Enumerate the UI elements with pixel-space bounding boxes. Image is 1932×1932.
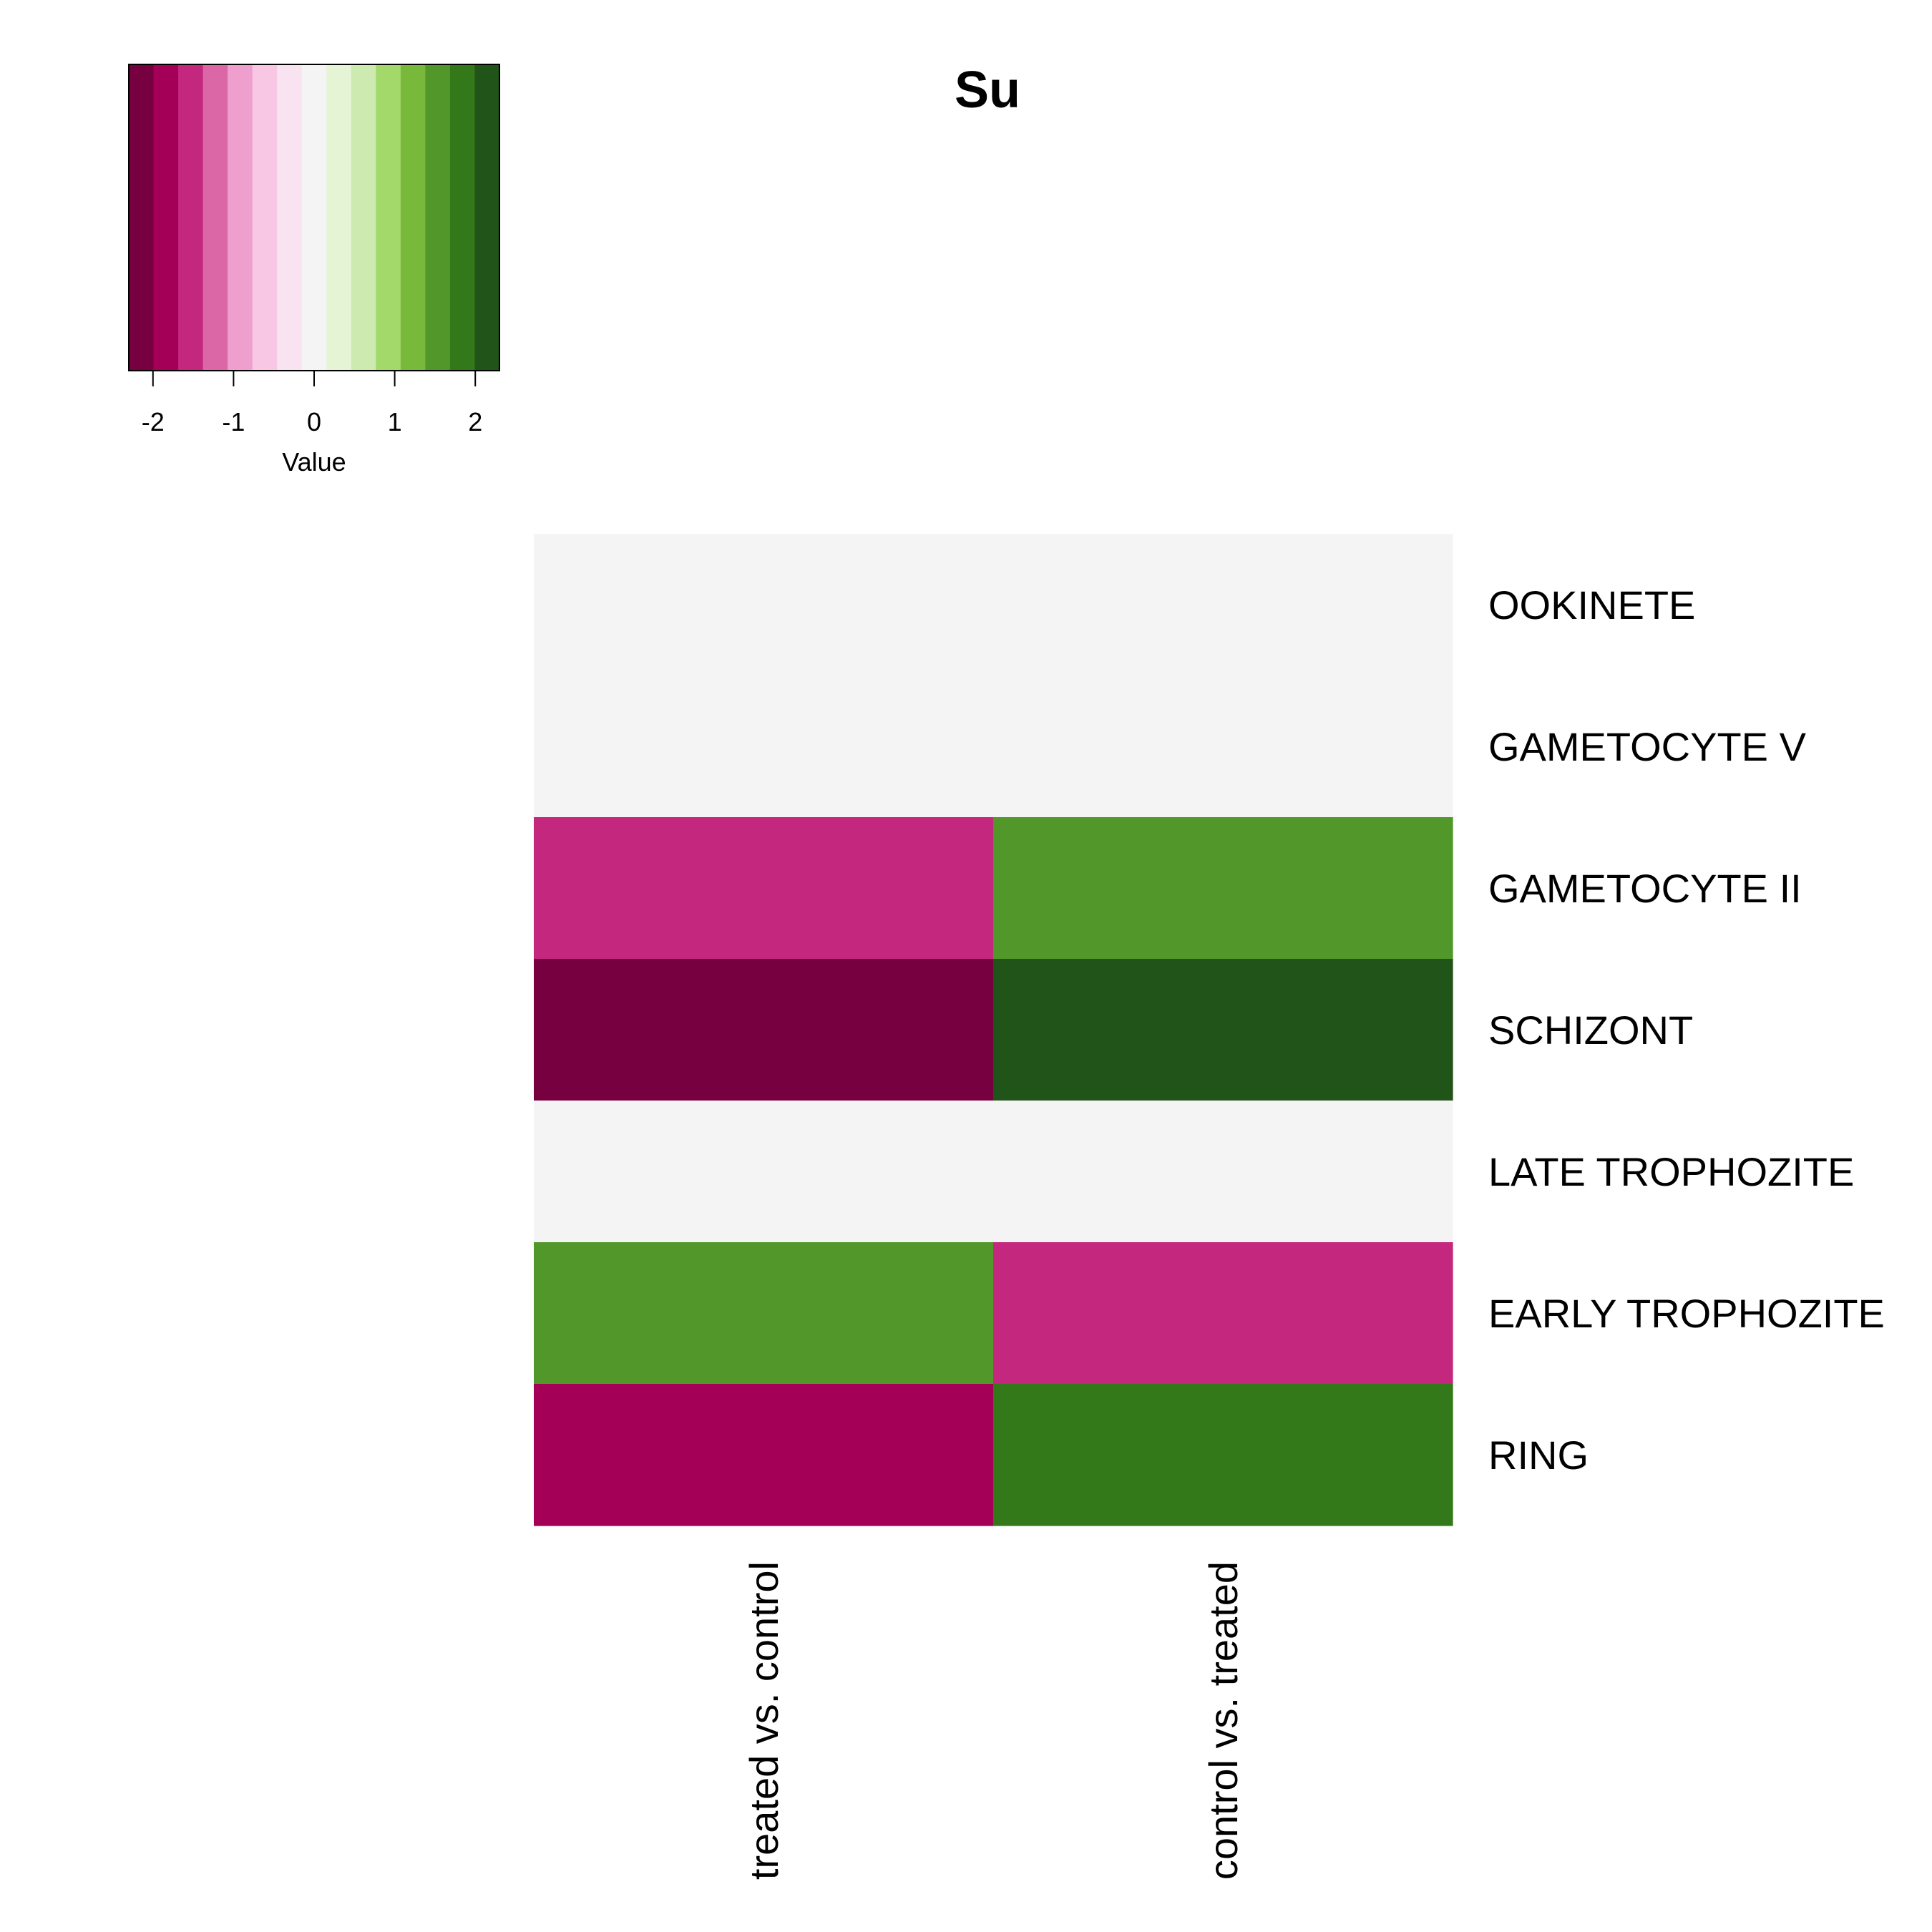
row-label: GAMETOCYTE V	[1488, 724, 1807, 769]
color-key-strip	[449, 64, 476, 371]
color-key-strip	[228, 64, 253, 371]
color-key-tick-label: 1	[388, 407, 402, 436]
heatmap-cell	[534, 959, 994, 1101]
heatmap-cell	[534, 1384, 994, 1526]
column-label: treated vs. control	[741, 1561, 786, 1880]
color-key-strip	[351, 64, 376, 371]
heatmap-cell	[993, 959, 1453, 1101]
heatmap-cell	[993, 1242, 1453, 1385]
color-key-strip	[203, 64, 228, 371]
color-key-tick-label: 2	[468, 407, 482, 436]
row-label: LATE TROPHOZITE	[1488, 1149, 1854, 1194]
heatmap-cell	[534, 1242, 994, 1385]
color-key-strip	[277, 64, 303, 371]
heatmap-cell	[534, 817, 994, 960]
row-label: OOKINETE	[1488, 582, 1695, 628]
color-key-ticks: -2 -1 0 1 2	[142, 371, 482, 436]
color-key-strip	[129, 64, 155, 371]
heatmap-cell	[534, 675, 994, 818]
color-key-strip	[326, 64, 352, 371]
heatmap-cell	[534, 534, 994, 676]
heatmap-cell	[993, 1384, 1453, 1526]
color-key-strip	[178, 64, 204, 371]
heatmap-cell	[993, 534, 1453, 676]
color-key-axis-label: Value	[282, 447, 346, 477]
row-label: GAMETOCYTE II	[1488, 866, 1802, 911]
chart-title: Su	[955, 62, 1020, 119]
color-key-tick-label: 0	[307, 407, 321, 436]
row-label: RING	[1488, 1433, 1589, 1478]
row-label: EARLY TROPHOZITE	[1488, 1291, 1885, 1336]
color-key-strip	[474, 64, 500, 371]
color-key-strip	[301, 64, 327, 371]
color-key-strips	[129, 64, 500, 371]
column-labels: treated vs. control control vs. treated	[741, 1561, 1246, 1880]
color-key-strip	[400, 64, 426, 371]
heatmap-cell	[993, 817, 1453, 960]
column-label: control vs. treated	[1201, 1561, 1246, 1880]
color-key-tick-label: -2	[142, 407, 165, 436]
row-labels: OOKINETE GAMETOCYTE V GAMETOCYTE II SCHIZON…	[1488, 582, 1885, 1478]
color-key-strip	[376, 64, 401, 371]
color-key: -2 -1 0 1 2 Value	[128, 64, 500, 477]
color-key-tick-label: -1	[222, 407, 245, 436]
heatmap-cells	[534, 534, 1453, 1526]
heatmap-cell	[534, 1101, 994, 1243]
heatmap-cell	[993, 1101, 1453, 1243]
row-label: SCHIZONT	[1488, 1008, 1693, 1053]
heatmap-cell	[993, 675, 1453, 818]
color-key-strip	[252, 64, 278, 371]
color-key-strip	[153, 64, 179, 371]
color-key-strip	[425, 64, 451, 371]
